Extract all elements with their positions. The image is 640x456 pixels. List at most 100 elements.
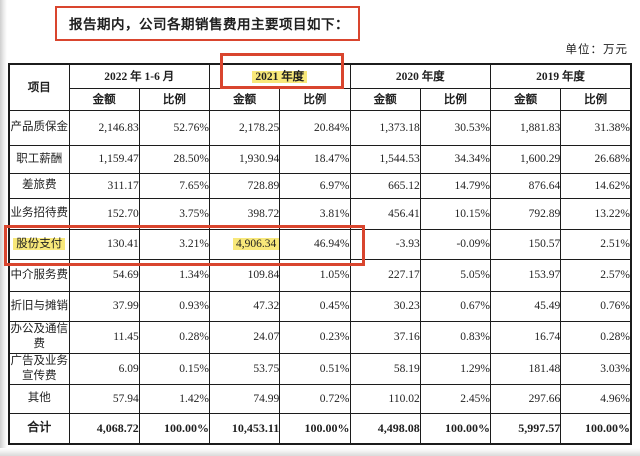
cell-value: 14.79%: [419, 172, 492, 199]
cell-value: 876.64: [489, 172, 562, 199]
cell-value: 0.72%: [279, 383, 351, 414]
cell-value: 2.57%: [560, 258, 632, 292]
cell-value: 30.53%: [419, 109, 492, 146]
cell-value: 150.57: [489, 228, 562, 260]
cell-value: 1,544.53: [349, 144, 421, 174]
row-label: 差旅费: [8, 172, 70, 199]
cell-value: 1,930.94: [208, 144, 281, 174]
subheader-ratio: 比例: [279, 87, 351, 111]
cell-value: 3.81%: [279, 197, 351, 230]
cell-value: 16.74: [489, 320, 562, 354]
cell-value: 6.09: [68, 352, 140, 385]
cell-value: 1,373.18: [349, 109, 421, 146]
cell-value: 311.17: [68, 172, 140, 199]
cell-value-highlight: 4,906.34: [233, 238, 279, 250]
table-row: 其他 57.94 1.42% 74.99 0.72% 110.02 2.45% 297.66 4…: [8, 383, 632, 414]
selling-expenses-table: 项目 2022 年 1-6 月 2021 年度 2020 年度 2019 年度 …: [8, 63, 632, 445]
cell-value: 0.28%: [138, 320, 211, 354]
cell-value: 297.66: [489, 383, 562, 414]
row-label: 合计: [8, 412, 70, 445]
cell-value: 53.75: [208, 352, 281, 385]
row-label: 职工薪酬: [8, 144, 70, 174]
table-body: 产品质保金 2,146.83 52.76% 2,178.25 20.84% 1,373.1…: [8, 109, 632, 445]
period-2021-highlight: 2021 年度: [252, 71, 308, 84]
cell-value: 0.83%: [419, 320, 492, 354]
cell-value: 100.00%: [138, 412, 211, 445]
table-row: 办公及通信费 11.45 0.28% 24.07 0.23% 37.16 0.83% 16.7…: [8, 320, 632, 354]
cell-value: -0.09%: [419, 228, 492, 260]
cell-value: 4,068.72: [68, 412, 140, 445]
row-label: 办公及通信费: [8, 320, 70, 354]
cell-value: 0.23%: [279, 320, 351, 354]
row-label: 广告及业务宣传费: [8, 352, 70, 385]
table-row: 广告及业务宣传费 6.09 0.15% 53.75 0.51% 58.19 1.29% 181…: [8, 352, 632, 385]
cell-value: 11.45: [68, 320, 140, 354]
cell-value: 34.34%: [419, 144, 492, 174]
cell-value: 110.02: [349, 383, 421, 414]
cell-value: 152.70: [68, 197, 140, 230]
title-annotation-box: 报告期内，公司各期销售费用主要项目如下：: [55, 6, 360, 41]
cell-value: 130.41: [68, 228, 140, 260]
row-label-highlight: 股份支付: [13, 237, 66, 250]
cell-value: 52.76%: [138, 109, 211, 146]
cell-value: 1,881.83: [489, 109, 562, 146]
subheader-ratio: 比例: [560, 87, 632, 111]
cell-value: 37.16: [349, 320, 421, 354]
subheader-ratio: 比例: [419, 87, 492, 111]
cell-value: 7.65%: [138, 172, 211, 199]
cell-value: 31.38%: [560, 109, 632, 146]
cell-value: 10.15%: [419, 197, 492, 230]
header-period-2022: 2022 年 1-6 月: [68, 63, 210, 89]
cell-value: 1,159.47: [68, 144, 140, 174]
cell-value: 5.05%: [419, 258, 492, 292]
cell-value: 1.29%: [419, 352, 492, 385]
cell-value: 181.48: [489, 352, 562, 385]
cell-value: 18.47%: [279, 144, 351, 174]
cell-value: 1.34%: [138, 258, 211, 292]
unit-label: 单位：万元: [565, 44, 628, 56]
cell-value: 0.15%: [138, 352, 211, 385]
row-label: 股份支付: [8, 228, 70, 260]
cell-value: 4,498.08: [349, 412, 421, 445]
subheader-amount: 金额: [489, 87, 562, 111]
cell-value: 0.51%: [279, 352, 351, 385]
cell-value: 2.51%: [560, 228, 632, 260]
header-period-2020: 2020 年度: [349, 63, 491, 89]
cell-value: 456.41: [349, 197, 421, 230]
cell-value: 26.68%: [560, 144, 632, 174]
cell-value: 10,453.11: [208, 412, 281, 445]
cell-value: 100.00%: [279, 412, 351, 445]
cell-value: 20.84%: [279, 109, 351, 146]
row-label: 业务招待费: [8, 197, 70, 230]
cell-value: 37.99: [68, 290, 140, 322]
row-label: 折旧与摊销: [8, 290, 70, 322]
cell-value: 58.19: [349, 352, 421, 385]
subheader-amount: 金额: [349, 87, 421, 111]
cell-value: 1,600.29: [489, 144, 562, 174]
total-row: 合计 4,068.72 100.00% 10,453.11 100.00% 4,498.0…: [8, 412, 632, 445]
subheader-amount: 金额: [208, 87, 281, 111]
cell-value: 47.32: [208, 290, 281, 322]
scan-shadow-left: [0, 0, 7, 456]
cell-value: 0.76%: [560, 290, 632, 322]
cell-value: 100.00%: [419, 412, 492, 445]
cell-value: 4.96%: [560, 383, 632, 414]
cell-value: 5,997.57: [489, 412, 562, 445]
row-label: 产品质保金: [8, 109, 70, 146]
table-row: 折旧与摊销 37.99 0.93% 47.32 0.45% 30.23 0.67% 45.49…: [8, 290, 632, 322]
cell-value: 109.84: [208, 258, 281, 292]
table-row: 产品质保金 2,146.83 52.76% 2,178.25 20.84% 1,373.1…: [8, 109, 632, 146]
cell-value: 227.17: [349, 258, 421, 292]
cell-value: 24.07: [208, 320, 281, 354]
cell-value: 3.03%: [560, 352, 632, 385]
page-title: 报告期内，公司各期销售费用主要项目如下：: [69, 17, 349, 32]
table-row: 股份支付 130.41 3.21% 4,906.34 46.94% -3.93 -0.09%…: [8, 228, 632, 260]
cell-value: 3.21%: [138, 228, 211, 260]
cell-value: 2.45%: [419, 383, 492, 414]
cell-value: 74.99: [208, 383, 281, 414]
cell-value: 28.50%: [138, 144, 211, 174]
cell-value: 0.28%: [560, 320, 632, 354]
cell-value: 57.94: [68, 383, 140, 414]
subheader-amount: 金额: [68, 87, 140, 111]
